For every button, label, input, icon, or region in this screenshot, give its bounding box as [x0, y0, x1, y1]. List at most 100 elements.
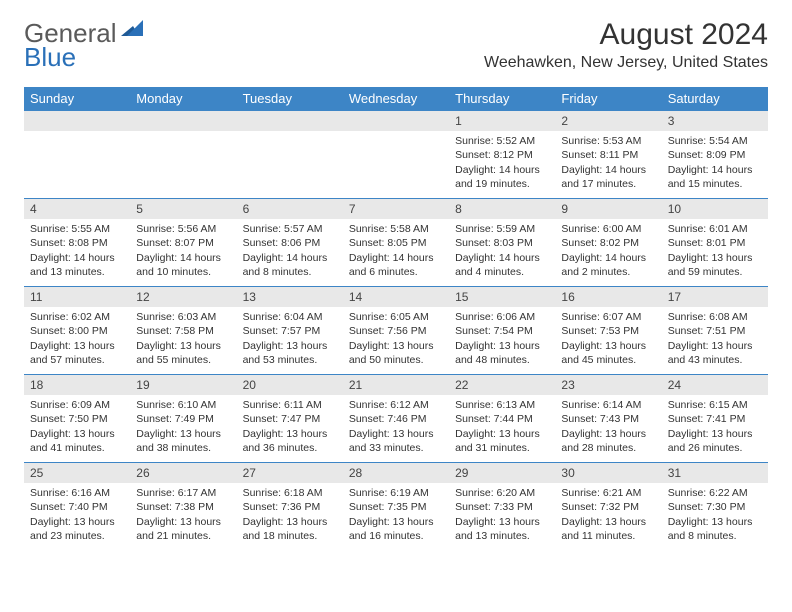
- day-cell: 28Sunrise: 6:19 AMSunset: 7:35 PMDayligh…: [343, 463, 449, 551]
- day-number: [130, 111, 236, 131]
- daylight-text: Daylight: 13 hours and 53 minutes.: [243, 339, 337, 367]
- day-number: 25: [24, 463, 130, 483]
- day-cell: [343, 111, 449, 199]
- day-body: Sunrise: 6:13 AMSunset: 7:44 PMDaylight:…: [449, 395, 555, 461]
- day-cell: 8Sunrise: 5:59 AMSunset: 8:03 PMDaylight…: [449, 199, 555, 287]
- day-body: [343, 131, 449, 140]
- dayheader-wed: Wednesday: [343, 87, 449, 111]
- day-number: 1: [449, 111, 555, 131]
- daylight-text: Daylight: 13 hours and 38 minutes.: [136, 427, 230, 455]
- day-number: 20: [237, 375, 343, 395]
- sunset-text: Sunset: 8:00 PM: [30, 324, 124, 338]
- week-row: 25Sunrise: 6:16 AMSunset: 7:40 PMDayligh…: [24, 463, 768, 551]
- day-number: 9: [555, 199, 661, 219]
- daylight-text: Daylight: 13 hours and 31 minutes.: [455, 427, 549, 455]
- dayheader-tue: Tuesday: [237, 87, 343, 111]
- day-cell: [24, 111, 130, 199]
- daylight-text: Daylight: 14 hours and 6 minutes.: [349, 251, 443, 279]
- sunrise-text: Sunrise: 6:20 AM: [455, 486, 549, 500]
- day-body: [237, 131, 343, 140]
- day-body: Sunrise: 6:05 AMSunset: 7:56 PMDaylight:…: [343, 307, 449, 373]
- day-cell: 17Sunrise: 6:08 AMSunset: 7:51 PMDayligh…: [662, 287, 768, 375]
- sunrise-text: Sunrise: 6:17 AM: [136, 486, 230, 500]
- sunset-text: Sunset: 8:05 PM: [349, 236, 443, 250]
- sunset-text: Sunset: 7:47 PM: [243, 412, 337, 426]
- day-number: 13: [237, 287, 343, 307]
- day-cell: 2Sunrise: 5:53 AMSunset: 8:11 PMDaylight…: [555, 111, 661, 199]
- day-number: 4: [24, 199, 130, 219]
- sunset-text: Sunset: 8:06 PM: [243, 236, 337, 250]
- sunset-text: Sunset: 7:51 PM: [668, 324, 762, 338]
- dayheader-sun: Sunday: [24, 87, 130, 111]
- sunrise-text: Sunrise: 5:55 AM: [30, 222, 124, 236]
- sunset-text: Sunset: 7:33 PM: [455, 500, 549, 514]
- day-cell: 20Sunrise: 6:11 AMSunset: 7:47 PMDayligh…: [237, 375, 343, 463]
- day-number: 29: [449, 463, 555, 483]
- sunset-text: Sunset: 7:46 PM: [349, 412, 443, 426]
- sunrise-text: Sunrise: 6:05 AM: [349, 310, 443, 324]
- day-body: Sunrise: 6:02 AMSunset: 8:00 PMDaylight:…: [24, 307, 130, 373]
- day-cell: 12Sunrise: 6:03 AMSunset: 7:58 PMDayligh…: [130, 287, 236, 375]
- day-cell: 27Sunrise: 6:18 AMSunset: 7:36 PMDayligh…: [237, 463, 343, 551]
- sunrise-text: Sunrise: 6:09 AM: [30, 398, 124, 412]
- day-body: Sunrise: 6:12 AMSunset: 7:46 PMDaylight:…: [343, 395, 449, 461]
- sunset-text: Sunset: 7:41 PM: [668, 412, 762, 426]
- day-cell: 6Sunrise: 5:57 AMSunset: 8:06 PMDaylight…: [237, 199, 343, 287]
- sunset-text: Sunset: 8:01 PM: [668, 236, 762, 250]
- sunrise-text: Sunrise: 6:06 AM: [455, 310, 549, 324]
- day-body: Sunrise: 5:55 AMSunset: 8:08 PMDaylight:…: [24, 219, 130, 285]
- day-body: Sunrise: 6:01 AMSunset: 8:01 PMDaylight:…: [662, 219, 768, 285]
- day-body: Sunrise: 6:09 AMSunset: 7:50 PMDaylight:…: [24, 395, 130, 461]
- daylight-text: Daylight: 14 hours and 2 minutes.: [561, 251, 655, 279]
- daylight-text: Daylight: 13 hours and 50 minutes.: [349, 339, 443, 367]
- day-number: 5: [130, 199, 236, 219]
- day-number: 10: [662, 199, 768, 219]
- day-cell: 7Sunrise: 5:58 AMSunset: 8:05 PMDaylight…: [343, 199, 449, 287]
- day-number: [237, 111, 343, 131]
- day-cell: 14Sunrise: 6:05 AMSunset: 7:56 PMDayligh…: [343, 287, 449, 375]
- sunset-text: Sunset: 7:50 PM: [30, 412, 124, 426]
- day-cell: 5Sunrise: 5:56 AMSunset: 8:07 PMDaylight…: [130, 199, 236, 287]
- day-body: Sunrise: 6:20 AMSunset: 7:33 PMDaylight:…: [449, 483, 555, 549]
- day-cell: 25Sunrise: 6:16 AMSunset: 7:40 PMDayligh…: [24, 463, 130, 551]
- daylight-text: Daylight: 13 hours and 48 minutes.: [455, 339, 549, 367]
- day-body: Sunrise: 6:04 AMSunset: 7:57 PMDaylight:…: [237, 307, 343, 373]
- week-row: 11Sunrise: 6:02 AMSunset: 8:00 PMDayligh…: [24, 287, 768, 375]
- day-number: 3: [662, 111, 768, 131]
- day-body: Sunrise: 6:16 AMSunset: 7:40 PMDaylight:…: [24, 483, 130, 549]
- day-body: Sunrise: 6:07 AMSunset: 7:53 PMDaylight:…: [555, 307, 661, 373]
- daylight-text: Daylight: 14 hours and 19 minutes.: [455, 163, 549, 191]
- day-cell: 19Sunrise: 6:10 AMSunset: 7:49 PMDayligh…: [130, 375, 236, 463]
- month-title: August 2024: [484, 18, 768, 52]
- daylight-text: Daylight: 13 hours and 36 minutes.: [243, 427, 337, 455]
- day-number: 12: [130, 287, 236, 307]
- day-number: 11: [24, 287, 130, 307]
- sunset-text: Sunset: 7:30 PM: [668, 500, 762, 514]
- daylight-text: Daylight: 13 hours and 26 minutes.: [668, 427, 762, 455]
- day-body: Sunrise: 6:10 AMSunset: 7:49 PMDaylight:…: [130, 395, 236, 461]
- sunrise-text: Sunrise: 6:04 AM: [243, 310, 337, 324]
- sunset-text: Sunset: 8:11 PM: [561, 148, 655, 162]
- calendar-table: Sunday Monday Tuesday Wednesday Thursday…: [24, 87, 768, 551]
- dayheader-sat: Saturday: [662, 87, 768, 111]
- daylight-text: Daylight: 13 hours and 23 minutes.: [30, 515, 124, 543]
- daylight-text: Daylight: 14 hours and 4 minutes.: [455, 251, 549, 279]
- title-block: August 2024 Weehawken, New Jersey, Unite…: [484, 18, 768, 72]
- sunrise-text: Sunrise: 6:15 AM: [668, 398, 762, 412]
- daylight-text: Daylight: 13 hours and 41 minutes.: [30, 427, 124, 455]
- week-row: 4Sunrise: 5:55 AMSunset: 8:08 PMDaylight…: [24, 199, 768, 287]
- day-body: Sunrise: 6:11 AMSunset: 7:47 PMDaylight:…: [237, 395, 343, 461]
- day-body: Sunrise: 6:00 AMSunset: 8:02 PMDaylight:…: [555, 219, 661, 285]
- day-number: 27: [237, 463, 343, 483]
- logo-text-2: Blue: [24, 42, 76, 73]
- sunrise-text: Sunrise: 6:18 AM: [243, 486, 337, 500]
- day-cell: 26Sunrise: 6:17 AMSunset: 7:38 PMDayligh…: [130, 463, 236, 551]
- day-body: Sunrise: 5:53 AMSunset: 8:11 PMDaylight:…: [555, 131, 661, 197]
- day-body: Sunrise: 5:59 AMSunset: 8:03 PMDaylight:…: [449, 219, 555, 285]
- daylight-text: Daylight: 13 hours and 11 minutes.: [561, 515, 655, 543]
- day-body: Sunrise: 6:21 AMSunset: 7:32 PMDaylight:…: [555, 483, 661, 549]
- day-number: 2: [555, 111, 661, 131]
- day-cell: 23Sunrise: 6:14 AMSunset: 7:43 PMDayligh…: [555, 375, 661, 463]
- sunrise-text: Sunrise: 6:11 AM: [243, 398, 337, 412]
- sunset-text: Sunset: 7:40 PM: [30, 500, 124, 514]
